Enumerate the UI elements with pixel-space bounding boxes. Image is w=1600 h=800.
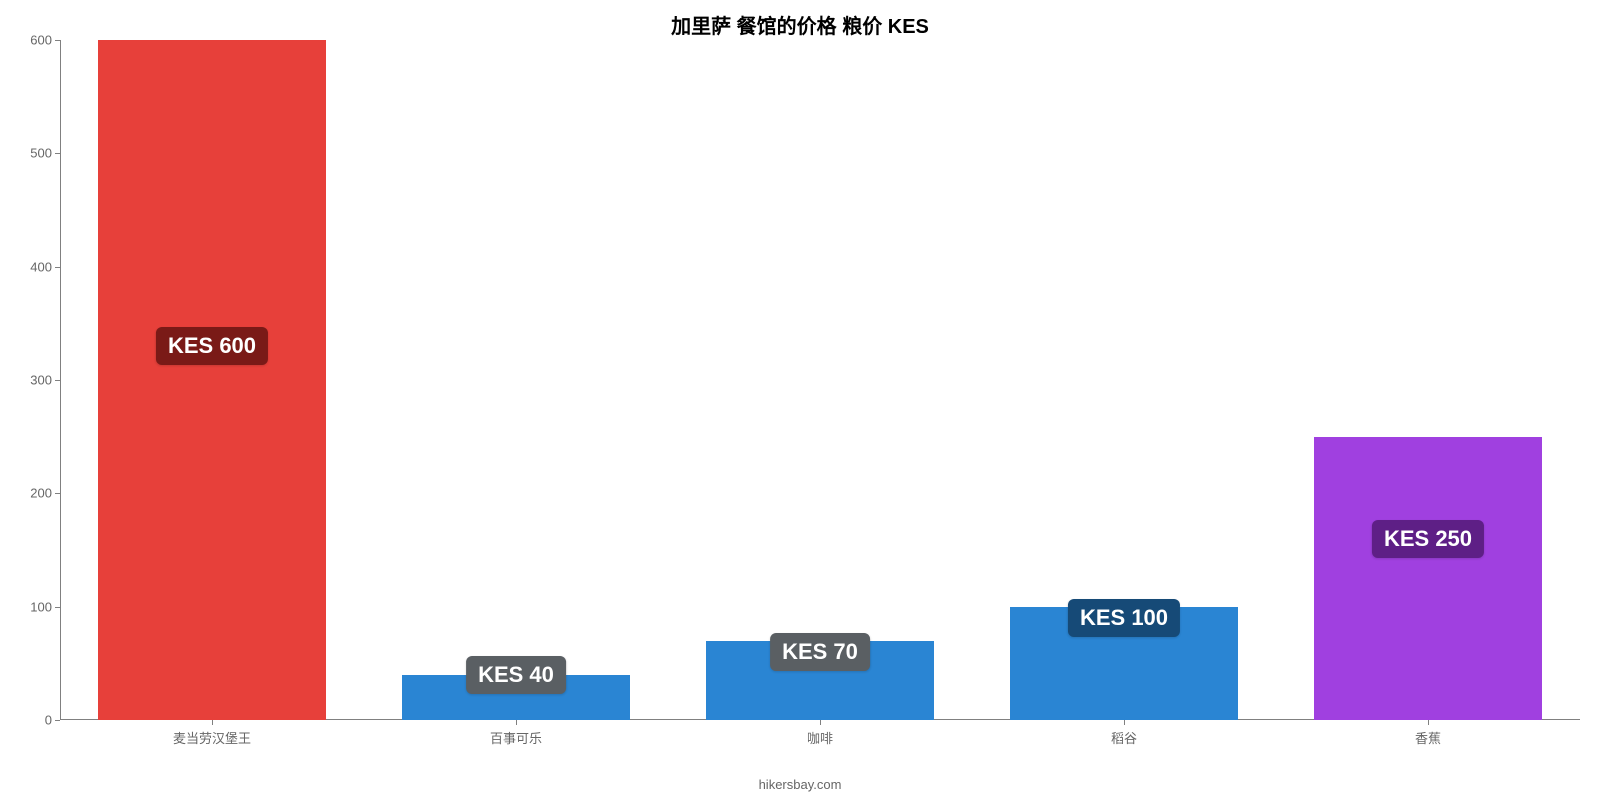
x-axis-label: 麦当劳汉堡王	[173, 728, 251, 747]
x-tick	[212, 720, 213, 725]
x-axis-label: 稻谷	[1111, 728, 1137, 747]
x-axis-label: 百事可乐	[490, 728, 542, 747]
x-axis-label: 咖啡	[807, 728, 833, 747]
y-tick	[55, 153, 60, 154]
y-axis-line	[60, 40, 61, 720]
y-axis-label: 600	[30, 33, 52, 48]
x-axis-label: 香蕉	[1415, 728, 1441, 747]
y-axis-label: 0	[45, 713, 52, 728]
x-tick	[1428, 720, 1429, 725]
bar-value-label: KES 250	[1372, 520, 1484, 558]
attribution-text: hikersbay.com	[0, 777, 1600, 792]
bar	[1314, 437, 1542, 720]
x-tick	[820, 720, 821, 725]
x-tick	[1124, 720, 1125, 725]
bar-value-label: KES 70	[770, 633, 870, 671]
bar-value-label: KES 100	[1068, 599, 1180, 637]
bar	[98, 40, 326, 720]
x-tick	[516, 720, 517, 725]
y-tick	[55, 40, 60, 41]
plot-area: 0100200300400500600麦当劳汉堡王KES 600百事可乐KES …	[60, 40, 1580, 720]
y-tick	[55, 720, 60, 721]
y-tick	[55, 267, 60, 268]
y-axis-label: 400	[30, 259, 52, 274]
chart-title: 加里萨 餐馆的价格 粮价 KES	[0, 10, 1600, 39]
y-axis-label: 200	[30, 486, 52, 501]
y-axis-label: 100	[30, 599, 52, 614]
y-tick	[55, 493, 60, 494]
y-axis-label: 300	[30, 373, 52, 388]
y-axis-label: 500	[30, 146, 52, 161]
y-tick	[55, 607, 60, 608]
chart-container: 加里萨 餐馆的价格 粮价 KES 0100200300400500600麦当劳汉…	[0, 0, 1600, 800]
bar-value-label: KES 40	[466, 656, 566, 694]
bar-value-label: KES 600	[156, 327, 268, 365]
y-tick	[55, 380, 60, 381]
